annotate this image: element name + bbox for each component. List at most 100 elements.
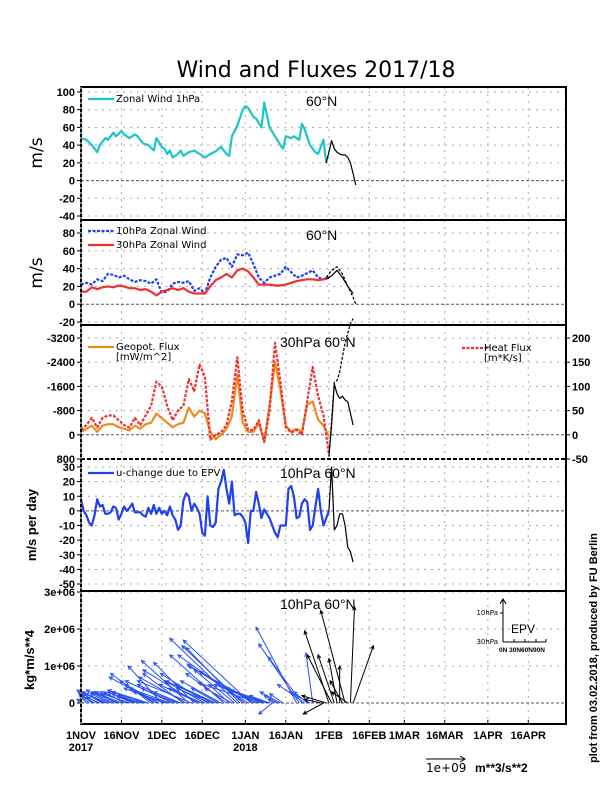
arrow-head bbox=[174, 683, 180, 688]
y-axis-label: kg*m/s**4 bbox=[22, 629, 37, 690]
panel-annotation: 30hPa 60°N bbox=[280, 334, 356, 350]
epflux-vector-forecast bbox=[302, 702, 324, 715]
inset-arrow-icon bbox=[499, 598, 507, 605]
arrow-shaft bbox=[153, 691, 181, 704]
epflux-vector-observed bbox=[127, 665, 163, 704]
y-right-tick-label: 0 bbox=[572, 430, 578, 442]
y-tick-label: 3e+06 bbox=[44, 587, 75, 599]
arrow-head bbox=[302, 710, 308, 715]
arrow-head bbox=[127, 665, 132, 670]
arrow-head bbox=[85, 689, 91, 694]
arrow-shaft bbox=[320, 610, 346, 704]
x-tick-label: 16DEC bbox=[185, 730, 221, 742]
arrow-shaft bbox=[305, 652, 314, 704]
y-tick-label: -20 bbox=[59, 535, 75, 547]
arrow-head bbox=[164, 680, 170, 685]
arrow-head bbox=[258, 642, 263, 648]
arrow-shaft bbox=[259, 691, 281, 704]
series-line-u-change-due-to-epv bbox=[79, 468, 330, 545]
epflux-vector-observed bbox=[304, 651, 314, 704]
arrow-head bbox=[106, 691, 112, 696]
arrow-head bbox=[352, 605, 357, 611]
arrow-head bbox=[158, 683, 164, 688]
epflux-vector-observed bbox=[257, 702, 273, 715]
scale-arrow-head-icon bbox=[459, 755, 466, 763]
legend-label: 30hPa Zonal Wind bbox=[116, 240, 206, 251]
arrow-head bbox=[136, 680, 142, 685]
arrow-shaft bbox=[255, 626, 297, 704]
arrow-head bbox=[319, 609, 324, 615]
arrow-head bbox=[225, 687, 231, 692]
arrow-shaft bbox=[304, 630, 330, 704]
y-tick-label: 2e+06 bbox=[44, 624, 75, 636]
y-tick-label: 0 bbox=[69, 698, 75, 710]
arrow-shaft bbox=[108, 676, 157, 704]
arrow-head bbox=[257, 710, 263, 715]
arrow-shaft bbox=[301, 695, 327, 704]
inset-x-labels: 0N 30N60N90N bbox=[499, 647, 545, 654]
arrow-shaft bbox=[329, 680, 343, 704]
x-tick-label: 16MAR bbox=[426, 730, 463, 742]
epflux-vector-forecast bbox=[306, 653, 333, 704]
y-axis-label: m/s per day bbox=[24, 488, 39, 561]
x-tick-label: 16APR bbox=[511, 730, 547, 742]
arrow-shaft bbox=[86, 696, 101, 704]
arrow-head bbox=[288, 691, 294, 696]
series-line-10hpa-zonal-wind bbox=[80, 251, 330, 295]
x-tick-label: 1DEC bbox=[147, 730, 176, 742]
inset-label-bottom: 30hPa bbox=[476, 638, 498, 646]
arrow-head bbox=[101, 692, 107, 697]
y-tick-label: -30 bbox=[59, 550, 75, 562]
series-line-zonal-wind-1hpa bbox=[80, 101, 328, 164]
arrow-head bbox=[330, 691, 336, 696]
y-tick-label: 30 bbox=[63, 462, 75, 474]
arrow-head bbox=[128, 687, 134, 692]
arrow-head bbox=[168, 654, 174, 659]
x-tick-label: 16NOV bbox=[103, 730, 140, 742]
epflux-vector-observed bbox=[152, 691, 181, 704]
epflux-vector-forecast bbox=[352, 644, 375, 704]
arrow-shaft bbox=[176, 687, 211, 704]
epflux-vector-observed bbox=[213, 683, 262, 704]
arrow-head bbox=[370, 644, 375, 650]
arrow-shaft bbox=[111, 691, 146, 704]
epflux-vector-observed bbox=[106, 688, 149, 704]
epflux-vector-forecast bbox=[303, 629, 330, 704]
arrow-head bbox=[259, 691, 265, 696]
epflux-vector-forecast bbox=[300, 694, 327, 704]
arrow-head bbox=[175, 687, 181, 692]
arrow-head bbox=[122, 687, 129, 692]
epflux-vector-observed bbox=[175, 687, 211, 704]
epflux-vector-observed bbox=[101, 692, 130, 704]
y-tick-label: -50 bbox=[59, 579, 75, 591]
arrow-shaft bbox=[115, 695, 144, 704]
arrow-head bbox=[181, 644, 186, 650]
y-tick-label: 100 bbox=[57, 87, 75, 99]
y-tick-label: 40 bbox=[63, 264, 75, 276]
arrow-head bbox=[75, 698, 81, 703]
arrow-shaft bbox=[317, 654, 335, 704]
arrow-shaft bbox=[214, 684, 262, 704]
epflux-vector-observed bbox=[255, 626, 297, 704]
arrow-head bbox=[109, 672, 115, 678]
x-tick-label: 1JAN bbox=[231, 730, 259, 742]
arrow-head bbox=[75, 689, 81, 694]
epflux-vector-forecast bbox=[349, 605, 357, 704]
arrow-shaft bbox=[141, 687, 176, 704]
y-axis-label: m/s bbox=[27, 137, 47, 168]
y-tick-label: -40 bbox=[59, 564, 75, 576]
arrow-shaft bbox=[303, 702, 324, 715]
series-line-forecast-geopot bbox=[328, 383, 354, 457]
arrow-head bbox=[141, 669, 147, 674]
x-tick-label: 1NOV bbox=[66, 730, 97, 742]
arrow-head bbox=[306, 653, 311, 659]
scale-units: m**3/s**2 bbox=[475, 761, 528, 775]
epflux-vector-observed bbox=[110, 690, 146, 704]
epflux-vector-observed bbox=[85, 689, 114, 704]
y-tick-label: 80 bbox=[63, 105, 75, 117]
arrow-shaft bbox=[268, 698, 276, 704]
epv-inset: 10hPa 30hPa EPV 0N 30N60N90N bbox=[476, 598, 547, 654]
y-tick-label: 0 bbox=[69, 430, 75, 442]
epflux-vector-forecast bbox=[330, 691, 349, 704]
